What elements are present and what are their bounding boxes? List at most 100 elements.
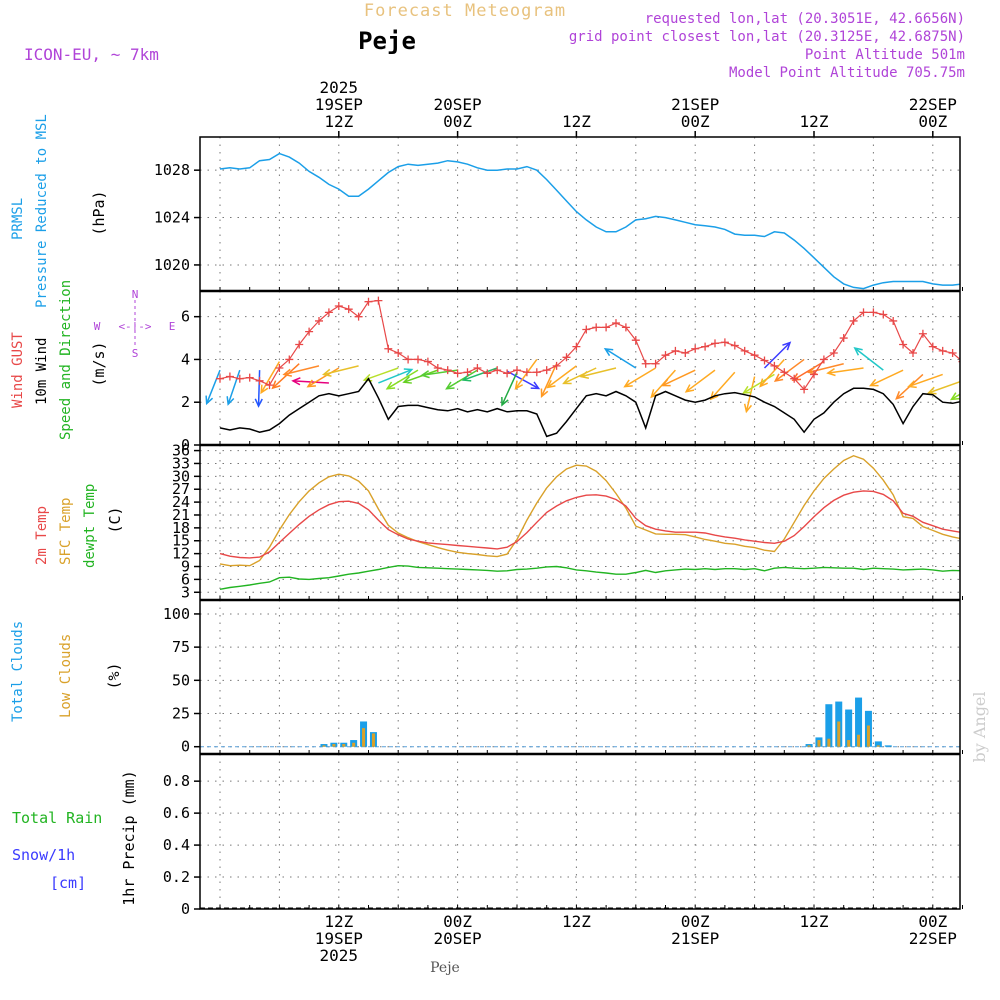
gust-marker (612, 319, 620, 328)
clouds-panel: 0 25 50 75 100 (163, 600, 963, 756)
snow-unit-label: [cm] (50, 874, 86, 892)
footer-location: Peje (430, 960, 460, 976)
series-line-sfc-temp (219, 454, 960, 567)
y-tick-label: 12 (172, 545, 190, 563)
y-tick-label: 36 (172, 442, 190, 460)
top-time-label: 12Z (800, 112, 829, 131)
total-clouds-label: Total Clouds (10, 621, 26, 722)
wind-arrow-head (403, 368, 414, 376)
gust-marker (849, 316, 858, 325)
wind-arrow (604, 348, 637, 369)
gust-marker (414, 355, 422, 364)
wind-arrow (792, 360, 825, 381)
wind-arrow (624, 367, 656, 388)
bottom-time-label: 12Z (562, 912, 591, 931)
wind-arrow-head (271, 380, 281, 390)
dewpt-label: dewpt Temp (82, 484, 98, 568)
wind-arrows (205, 341, 1000, 414)
wind-arrow-head (773, 373, 784, 383)
gust-marker (641, 359, 650, 368)
plot-frame (199, 136, 961, 910)
temp2m-label: 2m Temp (34, 506, 50, 565)
wind-arrow (774, 358, 805, 382)
gust-marker (819, 355, 828, 364)
gust-marker (433, 364, 442, 372)
y-tick-label: 100 (163, 605, 190, 623)
wind-unit: (m/s) (90, 341, 108, 386)
wind-arrow-head (546, 379, 556, 389)
gust-marker (879, 310, 888, 319)
location-title: Peje (358, 27, 416, 55)
gust-marker (800, 385, 809, 394)
wind-arrow (323, 365, 359, 376)
gust-marker (513, 366, 521, 375)
wind-arrow (463, 367, 498, 381)
wind-arrow-head (991, 402, 998, 410)
wind-arrow (547, 365, 577, 389)
wind-arrow (763, 342, 791, 369)
gust-marker (225, 372, 234, 381)
gust-marker (562, 353, 571, 362)
gust-marker (899, 340, 908, 349)
bottom-time-label: 00Z (681, 912, 710, 931)
gust-marker (760, 356, 769, 365)
gust-marker (384, 344, 393, 353)
wind-arrow (827, 367, 864, 374)
wind-arrow (506, 370, 540, 390)
wind-arrow-head (895, 391, 905, 400)
top-time-label: 21SEP (671, 95, 719, 114)
gust-marker (948, 349, 957, 358)
wind-arrow (501, 371, 518, 406)
compass-n: N (132, 288, 139, 301)
wind-panel: 0 2 4 6 (181, 291, 1000, 454)
y-tick-label: 1028 (154, 161, 190, 179)
y-tick-label: 21 (172, 506, 190, 524)
y-tick-label: 9 (181, 558, 190, 576)
wind-arrow-head (853, 347, 863, 356)
wind-arrow (710, 371, 736, 400)
gust-marker (938, 346, 947, 355)
requested-coords: requested lon,lat (20.3051E, 42.6656N) (645, 11, 965, 27)
wind-arrow (227, 369, 241, 405)
low-cloud-bar (857, 734, 861, 747)
gust-marker (374, 296, 383, 305)
wind-arrow (515, 359, 538, 389)
gust-marker (750, 351, 759, 360)
y-tick-label: 75 (172, 638, 190, 656)
wind-arrow-head (385, 381, 396, 390)
gust-marker (483, 369, 492, 378)
gust-marker (235, 374, 244, 383)
top-time-label: 22SEP (909, 95, 957, 114)
low-cloud-bar (352, 742, 356, 747)
y-tick-label: 6 (181, 570, 190, 588)
y-tick-label: 0.2 (163, 868, 190, 886)
wind-arrow-head (907, 380, 917, 389)
bottom-time-label: 00Z (443, 912, 472, 931)
y-tick-label: 4 (181, 350, 190, 368)
bottom-time-label: 20SEP (434, 929, 482, 948)
gust-marker (790, 374, 799, 383)
wind-arrow (991, 381, 1000, 410)
y-tick-label: 0 (181, 436, 190, 454)
gust-marker (295, 340, 304, 349)
gust-marker (592, 323, 601, 332)
grid-point-coords: grid point closest lon,lat (20.3125E, 42… (569, 29, 965, 45)
total-cloud-bar (845, 709, 853, 747)
gust-marker (285, 355, 294, 364)
wind-arrow-head (623, 379, 633, 388)
series-line-2m-temp (219, 490, 960, 559)
gust-marker (394, 349, 403, 358)
point-altitude: Point Altitude 501m (805, 47, 965, 63)
gust-marker (631, 336, 640, 345)
total-cloud-bar (855, 697, 863, 747)
bottom-time-label: 19SEP (315, 929, 363, 948)
gust-marker (780, 368, 789, 377)
wind-arrow (854, 347, 884, 371)
y-tick-label: 15 (172, 532, 190, 550)
gust-marker (255, 376, 264, 385)
top-time-label: 20SEP (434, 95, 482, 114)
bottom-time-label: 12Z (324, 912, 353, 931)
wind-arrow-head (420, 370, 430, 379)
